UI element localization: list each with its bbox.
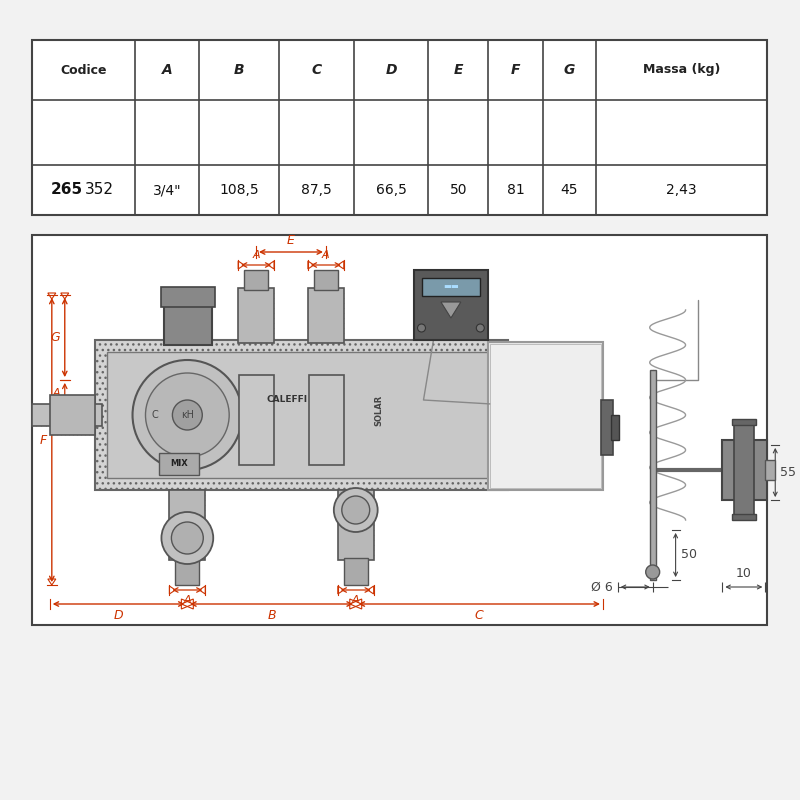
Text: 66,5: 66,5 [376,183,406,197]
FancyBboxPatch shape [414,270,488,340]
Text: C: C [475,609,484,622]
FancyBboxPatch shape [94,340,508,490]
FancyBboxPatch shape [422,278,480,296]
Text: Ø 6: Ø 6 [591,581,613,594]
Text: Codice: Codice [60,63,106,77]
Text: A: A [252,250,260,260]
Text: 2,43: 2,43 [666,183,697,197]
Circle shape [171,522,203,554]
Circle shape [146,373,229,457]
Circle shape [646,565,660,579]
FancyBboxPatch shape [50,395,94,435]
FancyBboxPatch shape [32,235,767,625]
Text: 10: 10 [736,567,752,580]
FancyBboxPatch shape [170,490,206,560]
Text: 50: 50 [681,549,697,562]
Circle shape [172,400,202,430]
Text: F: F [511,63,521,77]
Text: 87,5: 87,5 [301,183,332,197]
Text: G: G [564,63,575,77]
FancyBboxPatch shape [239,375,274,465]
Text: Massa (kg): Massa (kg) [643,63,720,77]
Circle shape [342,496,370,524]
FancyBboxPatch shape [238,288,274,343]
FancyBboxPatch shape [611,415,619,440]
Text: F: F [39,434,47,446]
FancyBboxPatch shape [338,490,374,560]
FancyBboxPatch shape [106,352,496,478]
FancyBboxPatch shape [162,287,215,307]
FancyBboxPatch shape [244,270,268,290]
Text: 352: 352 [85,182,114,198]
FancyBboxPatch shape [488,342,603,490]
Text: B: B [234,63,245,77]
Text: C: C [151,410,158,420]
FancyBboxPatch shape [722,440,767,500]
Text: CALEFFI: CALEFFI [266,395,307,405]
Text: A: A [52,387,60,398]
Text: MIX: MIX [170,459,188,469]
Text: B: B [267,609,276,622]
Text: 45: 45 [561,183,578,197]
FancyBboxPatch shape [309,375,344,465]
Text: A: A [183,595,191,605]
Circle shape [162,512,214,564]
Text: D: D [114,609,123,622]
Text: A: A [162,63,172,77]
Text: ▬▬: ▬▬ [443,282,458,291]
Text: 50: 50 [450,183,467,197]
Circle shape [476,324,484,332]
Text: C: C [311,63,322,77]
Text: E: E [454,63,463,77]
Text: ĸH: ĸH [181,410,194,420]
Text: 81: 81 [506,183,525,197]
FancyBboxPatch shape [733,419,756,425]
FancyBboxPatch shape [32,40,767,215]
FancyBboxPatch shape [490,344,601,488]
Polygon shape [441,302,461,318]
Text: D: D [386,63,397,77]
FancyBboxPatch shape [32,404,102,426]
FancyBboxPatch shape [308,288,344,343]
Text: G: G [50,331,60,344]
FancyBboxPatch shape [165,295,212,345]
FancyBboxPatch shape [650,370,656,580]
FancyBboxPatch shape [734,422,754,518]
Text: 55: 55 [780,466,796,479]
FancyBboxPatch shape [601,400,613,455]
Text: 108,5: 108,5 [219,183,259,197]
FancyBboxPatch shape [314,270,338,290]
Text: SOLAR: SOLAR [374,394,383,426]
FancyBboxPatch shape [175,558,199,585]
FancyBboxPatch shape [733,514,756,520]
FancyBboxPatch shape [766,460,775,480]
Text: A: A [352,595,359,605]
Text: 3/4": 3/4" [153,183,182,197]
FancyBboxPatch shape [344,558,368,585]
Circle shape [334,488,378,532]
Circle shape [418,324,426,332]
Text: 265: 265 [51,182,83,198]
Circle shape [133,360,242,470]
Text: E: E [287,234,295,247]
FancyBboxPatch shape [159,453,199,475]
Text: A: A [322,250,330,260]
